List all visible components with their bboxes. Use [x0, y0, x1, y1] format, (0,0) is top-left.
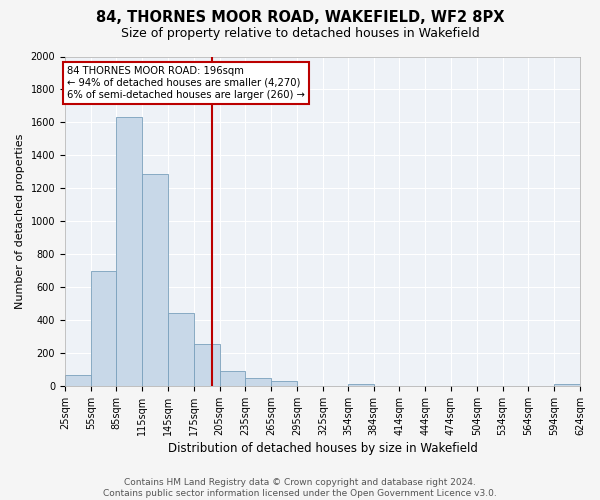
- Text: 84, THORNES MOOR ROAD, WAKEFIELD, WF2 8PX: 84, THORNES MOOR ROAD, WAKEFIELD, WF2 8P…: [96, 10, 504, 25]
- X-axis label: Distribution of detached houses by size in Wakefield: Distribution of detached houses by size …: [167, 442, 478, 455]
- Text: 84 THORNES MOOR ROAD: 196sqm
← 94% of detached houses are smaller (4,270)
6% of : 84 THORNES MOOR ROAD: 196sqm ← 94% of de…: [67, 66, 305, 100]
- Bar: [194, 344, 220, 386]
- Bar: [65, 376, 91, 386]
- Bar: [245, 378, 271, 386]
- Bar: [91, 272, 116, 386]
- Bar: [220, 371, 245, 386]
- Bar: [168, 314, 194, 386]
- Bar: [554, 384, 580, 386]
- Bar: [348, 384, 374, 386]
- Bar: [142, 174, 168, 386]
- Y-axis label: Number of detached properties: Number of detached properties: [15, 134, 25, 309]
- Text: Size of property relative to detached houses in Wakefield: Size of property relative to detached ho…: [121, 28, 479, 40]
- Bar: [116, 116, 142, 386]
- Bar: [271, 381, 297, 386]
- Text: Contains HM Land Registry data © Crown copyright and database right 2024.
Contai: Contains HM Land Registry data © Crown c…: [103, 478, 497, 498]
